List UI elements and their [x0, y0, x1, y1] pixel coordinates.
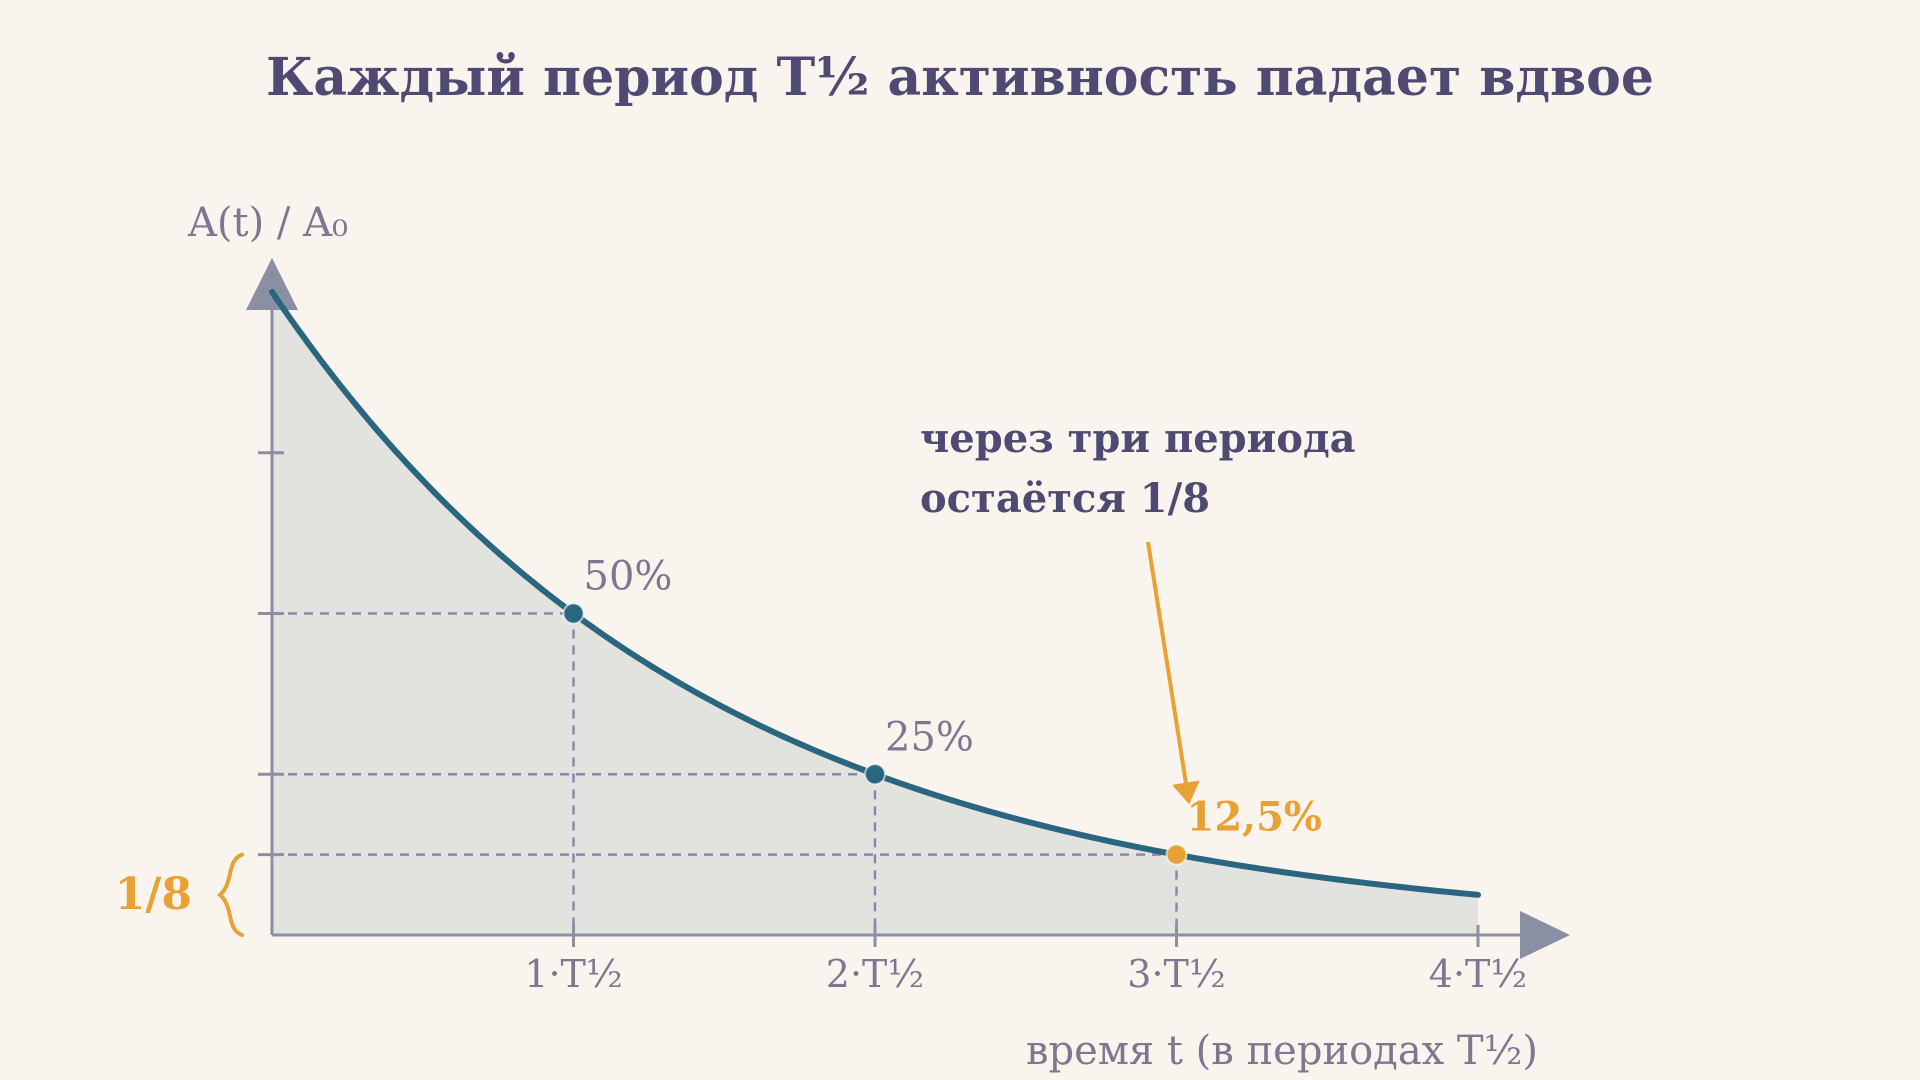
x-tick-label: 4·T½ — [1429, 952, 1527, 996]
brace-label: 1/8 — [115, 869, 192, 920]
point-label: 25% — [885, 714, 974, 760]
annotation-line-1: через три периода — [920, 415, 1356, 462]
data-point — [1165, 843, 1188, 866]
guide-lines — [272, 612, 1178, 935]
y-axis-label: A(t) / A₀ — [187, 200, 348, 246]
data-point — [562, 602, 585, 625]
fraction-brace: 1/8 — [115, 852, 244, 937]
x-tick-label: 3·T½ — [1127, 952, 1225, 996]
point-label: 50% — [584, 554, 673, 600]
annotation-arrow-head — [1172, 780, 1200, 805]
point-label: 12,5% — [1187, 794, 1322, 841]
x-tick-label: 1·T½ — [524, 952, 622, 996]
x-axis-arrow — [1520, 911, 1570, 959]
annotation: через три периода остаётся 1/8 — [920, 415, 1356, 805]
y-axis-arrow — [246, 258, 298, 310]
annotation-arrow — [1146, 541, 1189, 787]
data-point — [864, 763, 886, 786]
chart-title: Каждый период T½ активность падает вдвое — [266, 47, 1654, 108]
x-axis-label: время t (в периодах T½) — [1026, 1028, 1538, 1074]
brace-icon — [216, 852, 244, 937]
data-points: 50% 25% 12,5% — [562, 554, 1322, 866]
annotation-line-2: остаётся 1/8 — [920, 475, 1210, 522]
x-ticks: 1·T½ 2·T½ 3·T½ 4·T½ — [524, 925, 1527, 996]
x-tick-label: 2·T½ — [826, 952, 924, 996]
